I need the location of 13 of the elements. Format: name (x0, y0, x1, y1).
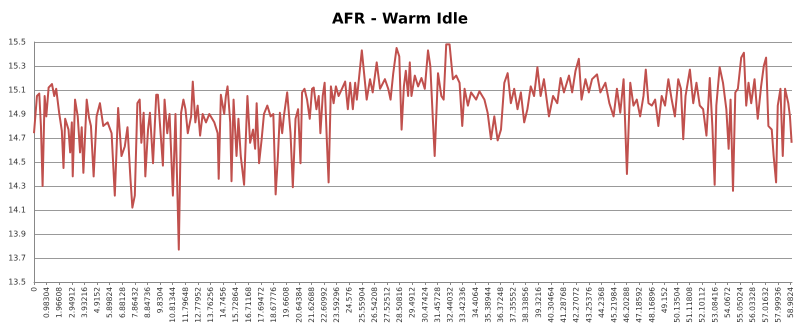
y-tick-label: 15.3 (8, 62, 26, 70)
y-tick-label: 14.7 (8, 134, 26, 142)
y-tick-label: 14.3 (8, 182, 26, 190)
y-tick-label: 13.7 (8, 254, 26, 262)
y-tick-label: 15.1 (8, 86, 26, 94)
y-tick-label: 14.1 (8, 206, 26, 214)
y-tick-label: 14.5 (8, 158, 26, 166)
y-tick-label: 13.9 (8, 230, 26, 238)
chart-title: AFR - Warm Idle (332, 10, 468, 28)
y-tick-label: 15.5 (8, 38, 26, 46)
line-series (33, 43, 793, 251)
y-tick-label: 14.9 (8, 110, 26, 118)
y-tick-label: 13.5 (8, 278, 26, 286)
